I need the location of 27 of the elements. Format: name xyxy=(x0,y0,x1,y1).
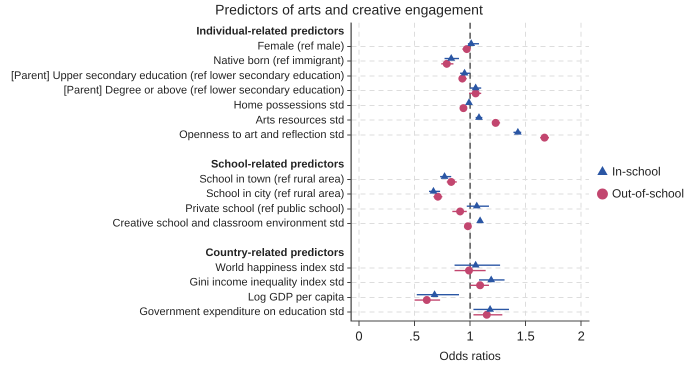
y-tick-label: Female (ref male) xyxy=(257,40,344,52)
chart-title: Predictors of arts and creative engagement xyxy=(215,1,483,18)
y-tick-label: [Parent] Upper secondary education (ref lower secondary education) xyxy=(10,70,344,82)
x-tick-label: 0 xyxy=(355,328,363,344)
y-tick-label: Native born (ref immigrant) xyxy=(213,55,344,68)
y-tick-label: Country-related predictors xyxy=(205,247,344,260)
x-tick-label: .5 xyxy=(409,328,420,344)
y-tick-label: Gini income inequality index std xyxy=(190,276,344,289)
y-tick-label: Creative school and classroom environment std xyxy=(112,218,344,230)
y-tick-label: School in town (ref rural area) xyxy=(199,173,344,186)
y-tick-label: School in city (ref rural area) xyxy=(206,188,344,200)
x-tick-label: 1.5 xyxy=(516,328,535,344)
y-tick-label: Private school (ref public school) xyxy=(185,202,344,215)
x-tick-label: 2 xyxy=(578,328,585,344)
y-tick-label: [Parent] Degree or above (ref lower secondary education) xyxy=(64,84,344,97)
y-tick-label: Government expenditure on education std xyxy=(139,306,344,318)
legend-label: Out-of-school xyxy=(612,186,684,200)
y-tick-label: Arts resources std xyxy=(256,114,344,126)
y-tick-label: Individual-related predictors xyxy=(196,26,344,38)
x-axis-title: Odds ratios xyxy=(439,349,501,364)
legend-label: In-school xyxy=(612,164,661,178)
y-tick-label: Openness to art and reflection std xyxy=(179,129,344,142)
y-tick-label: Log GDP per capita xyxy=(248,291,346,304)
y-tick-label: School-related predictors xyxy=(210,158,344,171)
x-tick-label: 1 xyxy=(466,328,474,344)
y-tick-label: Home possessions std xyxy=(234,100,344,112)
y-tick-label: World happiness index std xyxy=(215,262,344,274)
